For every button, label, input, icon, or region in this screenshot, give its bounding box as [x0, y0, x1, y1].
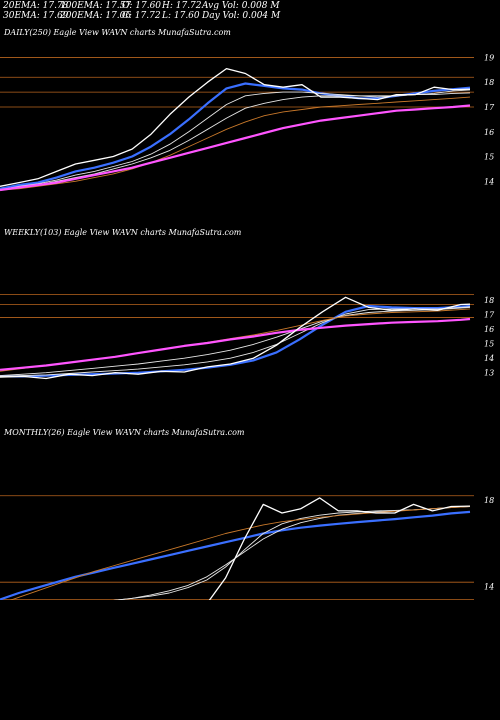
ema-magenta-line: [0, 317, 471, 371]
y-tick-label: 14: [484, 583, 494, 592]
y-tick-label: 15: [484, 153, 494, 162]
y-tick-label: 16: [484, 325, 494, 334]
y-tick-label: 17: [484, 311, 495, 320]
y-tick-label: 14: [484, 354, 494, 363]
day-vol-label: Day Vol: 0.004 M: [202, 11, 281, 21]
ema-orange-line: [0, 96, 471, 191]
open-label: O: 17.60: [122, 1, 162, 11]
ema-blue-line: [0, 304, 471, 378]
y-tick-label: 18: [484, 496, 494, 505]
daily-panel-label: DAILY(250) Eagle View WAVN charts Munafa…: [4, 28, 231, 37]
weekly-chart: 13 14 15 16 17 18: [0, 293, 495, 380]
y-tick-label: 13: [484, 369, 494, 378]
monthly-chart: 131418: [0, 495, 494, 600]
y-tick-label: 15: [484, 340, 494, 349]
y-tick-label: 18: [484, 296, 494, 305]
ema-white-line: [113, 505, 471, 600]
price-line: [0, 296, 471, 380]
y-tick-label: 14: [484, 177, 494, 186]
ema-blue-line: [0, 510, 471, 600]
y-tick-label: 16: [484, 128, 494, 137]
price-line: [0, 67, 471, 187]
y-tick-label: 18: [484, 78, 494, 87]
y-tick-label: 17: [484, 103, 495, 112]
ema-white-line: [0, 306, 471, 377]
ema-magenta-line: [0, 104, 471, 192]
ema-20-label: 20EMA: 17.78: [3, 1, 69, 11]
ema-white-line: [0, 306, 471, 377]
ema-30-label: 30EMA: 17.69: [3, 11, 69, 21]
weekly-panel-label: WEEKLY(103) Eagle View WAVN charts Munaf…: [4, 228, 242, 237]
price-line: [208, 497, 471, 600]
ema-200-label: 200EMA: 17.06: [60, 11, 132, 21]
ema-100-label: 100EMA: 17.57: [60, 1, 132, 11]
avg-vol-label: Avg Vol: 0.008 M: [202, 1, 280, 11]
y-tick-label: 19: [484, 53, 494, 62]
ema-white-line: [113, 506, 471, 600]
daily-chart: 14 15 16 17 18 19: [0, 53, 495, 192]
ema-blue-line: [0, 82, 471, 190]
high-label: H: 17.72: [162, 1, 202, 11]
close-label: C: 17.72: [122, 11, 161, 21]
low-label: L: 17.60: [162, 11, 200, 21]
monthly-panel-label: MONTHLY(26) Eagle View WAVN charts Munaf…: [4, 428, 245, 437]
ema-orange-line: [9, 506, 471, 600]
